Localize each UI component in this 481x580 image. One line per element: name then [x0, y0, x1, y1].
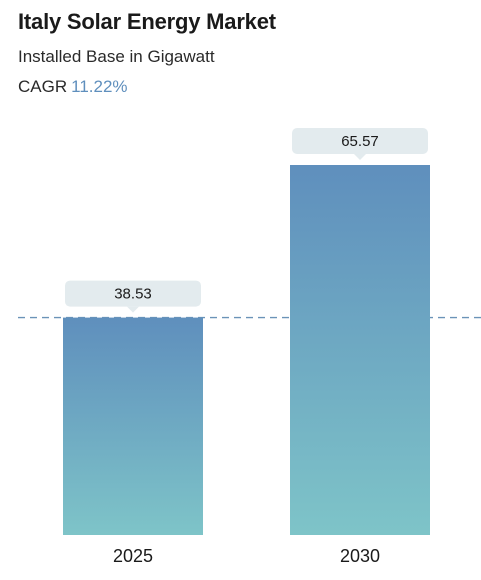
- value-label-pointer-2025: [127, 306, 139, 313]
- bar-2030: [290, 165, 430, 535]
- category-label-2025: 2025: [113, 546, 153, 566]
- chart-header: Italy Solar Energy Market Installed Base…: [18, 8, 468, 98]
- cagr-line: CAGR 11.22%: [18, 76, 468, 98]
- category-label-2030: 2030: [340, 546, 380, 566]
- cagr-label: CAGR: [18, 77, 68, 96]
- value-label-box-2030: [292, 128, 428, 154]
- bar-2025: [63, 317, 203, 535]
- value-label-pointer-2030: [354, 154, 366, 160]
- chart-subtitle: Installed Base in Gigawatt: [18, 47, 215, 66]
- cagr-value: 11.22%: [71, 77, 128, 96]
- value-label-2025: 38.53: [114, 286, 152, 303]
- value-label-2030: 65.57: [341, 133, 379, 150]
- chart-title: Italy Solar Energy Market: [18, 9, 276, 34]
- value-label-box-2025: [65, 280, 201, 307]
